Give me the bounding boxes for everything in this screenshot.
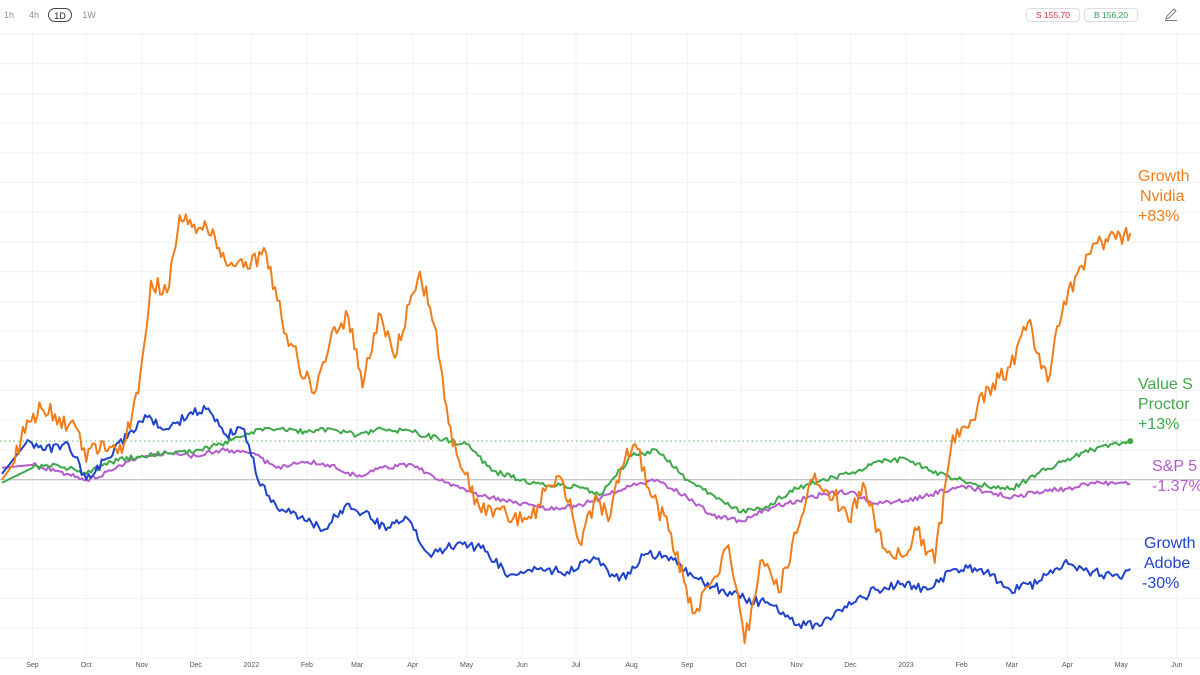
x-tick-label: Mar <box>1006 662 1019 669</box>
series-line-nvidia <box>1 213 1132 645</box>
x-tick-label: Dec <box>189 662 202 669</box>
x-tick-label: Apr <box>1062 662 1074 669</box>
chart-grid <box>0 33 1200 659</box>
series-line-proctor <box>1 426 1131 514</box>
timeframe-1d-button[interactable]: 1D <box>48 8 72 22</box>
x-tick-label: Apr <box>407 662 419 669</box>
x-tick-label: Nov <box>790 662 803 669</box>
series-label-adobe-line-0: Growth <box>1144 535 1196 552</box>
chart-series <box>1 213 1132 645</box>
sell-price-button[interactable]: S 155.70 <box>1026 8 1080 22</box>
series-label-adobe-line-1: Adobe <box>1144 555 1190 572</box>
x-tick-label: Sep <box>681 662 694 669</box>
x-tick-label: Mar <box>351 662 364 669</box>
timeframe-1h-button[interactable]: 1h <box>3 10 14 20</box>
series-label-s-p-500-line-0: S&P 5 <box>1152 458 1197 475</box>
series-label-proctor-line-1: Proctor <box>1138 396 1190 413</box>
series-line-adobe <box>1 404 1131 630</box>
series-end-markers <box>0 438 1134 445</box>
chart-toolbar: 1h 4h 1D 1W S 155.70 B 156.20 <box>0 0 1200 30</box>
x-tick-label: Oct <box>736 662 747 669</box>
series-label-nvidia-line-2: +83% <box>1138 208 1179 225</box>
series-label-s-p-500-line-1: -1.37% <box>1152 478 1200 495</box>
x-tick-label: Feb <box>301 662 313 669</box>
x-tick-label: Oct <box>81 662 92 669</box>
x-tick-label: May <box>460 662 474 669</box>
proctor-last-point <box>1127 438 1134 445</box>
x-tick-label: Nov <box>136 662 149 669</box>
x-tick-label: Aug <box>625 662 638 669</box>
timeframe-4h-button[interactable]: 4h <box>28 10 39 20</box>
series-label-proctor-line-0: Value S <box>1138 376 1193 393</box>
series-label-nvidia-line-0: Growth <box>1138 168 1190 185</box>
series-labels: Growth Nvidia +83% Growth Adobe -30% Value S Pr… <box>1138 168 1200 592</box>
x-axis: Sep Oct Nov Dec 2022 Feb Mar Apr May Jun Jul Aug Sep… <box>26 662 1182 669</box>
x-tick-label: Jul <box>572 662 581 669</box>
series-label-proctor-line-2: +13% <box>1138 416 1179 433</box>
series-line-s-p-500 <box>1 447 1131 524</box>
x-tick-label: May <box>1115 662 1129 669</box>
x-tick-label: 2023 <box>898 662 914 669</box>
pencil-icon[interactable] <box>1163 6 1179 22</box>
timeframe-1w-button[interactable]: 1W <box>82 10 96 20</box>
series-label-adobe-line-2: -30% <box>1142 575 1179 592</box>
series-label-nvidia-line-1: Nvidia <box>1140 188 1185 205</box>
buy-price-button[interactable]: B 156.20 <box>1084 8 1138 22</box>
x-tick-label: Jun <box>1171 662 1182 669</box>
x-tick-label: Jun <box>517 662 528 669</box>
x-tick-label: 2022 <box>244 662 260 669</box>
x-tick-label: Dec <box>844 662 857 669</box>
x-tick-label: Sep <box>26 662 39 669</box>
x-tick-label: Feb <box>956 662 968 669</box>
